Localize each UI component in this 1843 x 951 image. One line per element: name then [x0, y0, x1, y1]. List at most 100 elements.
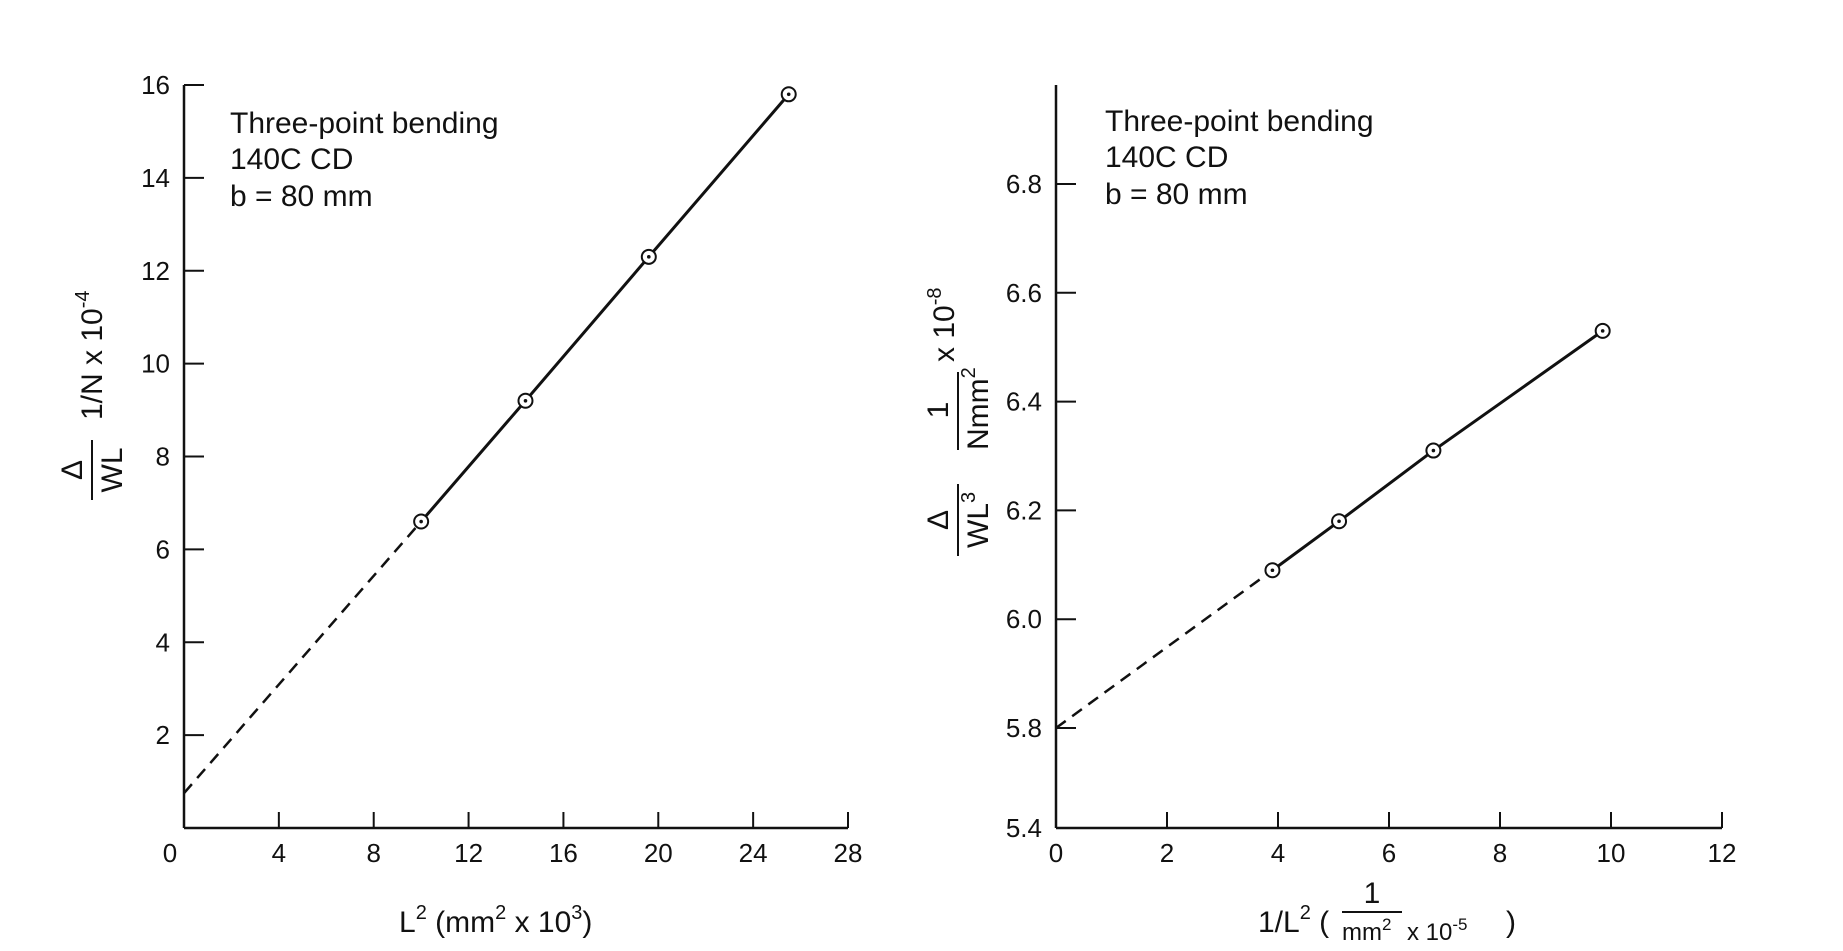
right-x-frac-mult-sup: -5: [1452, 915, 1467, 934]
right-series-lines: [1055, 329, 1604, 730]
left-series-lines: [183, 93, 790, 794]
right-x-tick-label: 6: [1382, 838, 1396, 868]
left-data-points: [413, 86, 797, 530]
right-data-point-dot: [1270, 568, 1275, 573]
right-y-tick-label: 6.2: [1006, 495, 1042, 525]
left-x-title-units-open: (mm: [427, 906, 495, 939]
left-data-point-dot: [647, 255, 651, 259]
left-x-tick-label: 24: [739, 838, 768, 868]
left-y-units: 1/N x 10-4: [72, 290, 109, 420]
right-y-units-mult-sup: -8: [924, 287, 946, 305]
left-annotation: Three-point bending 140C CD b = 80 mm: [230, 107, 507, 213]
left-x-title-base: L: [399, 906, 416, 939]
left-y-units-text: 1/N x 10: [76, 308, 109, 420]
left-y-frac-den: WL: [96, 448, 129, 493]
chart-right: 0 2 4 6 8 10 12 5.45.86.06.26.46.66.8 Three-po…: [922, 85, 1736, 946]
left-x-tick-label: 0: [163, 838, 177, 868]
left-data-point-dot: [786, 92, 791, 97]
right-y-units-den-sup: 2: [958, 367, 980, 378]
left-y-tick-label: 6: [156, 534, 170, 564]
left-x-axis-title: L2 (mm2 x 103): [399, 902, 592, 939]
left-x-title-units-close: ): [582, 906, 592, 939]
left-y-tick-label: 8: [156, 442, 170, 472]
right-extrapolation-line: [1055, 569, 1274, 730]
left-x-tick-label: 20: [644, 838, 673, 868]
right-x-tick-label: 8: [1493, 838, 1507, 868]
right-x-title-text: 1/L: [1258, 906, 1300, 939]
right-x-title-open: (: [1311, 906, 1329, 939]
left-x-tick-label: 12: [454, 838, 483, 868]
right-y-axis-title: Δ WL3 1 Nmm2 x 10-8: [922, 287, 995, 556]
right-x-tick-label: 2: [1160, 838, 1174, 868]
right-data-point-dot: [1600, 329, 1605, 333]
right-y-frac-num: Δ: [922, 510, 955, 530]
right-y-tick-label: 6.4: [1006, 387, 1042, 417]
right-x-ticks: 0 2 4 6 8 10 12: [1049, 812, 1737, 868]
right-data-points: [1264, 322, 1611, 579]
right-y-frac-den-sup: 3: [958, 492, 980, 503]
left-data-point-dot: [419, 519, 423, 524]
left-x-tick-label: 4: [272, 838, 286, 868]
left-y-ticks: 2 4 6 8 10 12 14 16: [141, 70, 204, 750]
left-y-tick-label: 10: [141, 349, 170, 379]
right-y-tick-label: 6.0: [1006, 604, 1042, 634]
left-y-units-sup: -4: [72, 290, 94, 308]
left-x-title-units-sup2: 3: [571, 902, 582, 924]
right-x-frac-den-sup: 2: [1382, 915, 1391, 934]
left-y-axis-title: Δ WL 1/N x 10-4: [56, 290, 129, 500]
right-x-frac-den-text: mm: [1342, 919, 1382, 946]
right-annotation: Three-point bending 140C CD b = 80 mm: [1105, 105, 1382, 211]
right-x-tick-label: 10: [1597, 838, 1626, 868]
left-annotation-line-2: 140C CD: [230, 143, 353, 176]
right-y-tick-label: 6.8: [1006, 169, 1042, 199]
right-x-frac-num: 1: [1364, 877, 1381, 910]
right-y-tick-label: 5.4: [1006, 813, 1042, 843]
right-series-line: [1271, 329, 1604, 572]
right-y-units-mult: x 10-8: [924, 287, 961, 362]
right-y-tick-label: 6.6: [1006, 278, 1042, 308]
right-x-frac-den: mm2: [1342, 915, 1391, 946]
right-y-units-den-text: Nmm: [962, 378, 995, 450]
left-extrapolation-line: [183, 520, 423, 794]
right-y-frac-den: WL3: [958, 492, 995, 548]
right-data-point-dot: [1431, 448, 1436, 453]
left-y-tick-label: 4: [156, 627, 170, 657]
right-y-units-mult-text: x 10: [928, 305, 961, 362]
left-y-tick-label: 14: [141, 163, 170, 193]
left-y-tick-label: 12: [141, 256, 170, 286]
left-data-point-dot: [523, 398, 528, 403]
left-y-tick-label: 16: [141, 70, 170, 100]
left-x-ticks: 0 4 8 12 16 20 24 28: [163, 812, 863, 868]
right-x-frac-mult: x 10-5: [1407, 915, 1468, 946]
left-y-tick-label: 2: [156, 720, 170, 750]
right-x-tick-label: 0: [1049, 838, 1063, 868]
left-x-title-sup: 2: [416, 902, 427, 924]
left-x-title-units-sup: 2: [495, 902, 506, 924]
left-x-tick-label: 16: [549, 838, 578, 868]
right-x-tick-label: 12: [1708, 838, 1737, 868]
right-y-units-den: Nmm2: [958, 367, 995, 450]
right-annotation-line-3: b = 80 mm: [1105, 178, 1248, 211]
right-x-title-sup: 2: [1300, 902, 1311, 924]
right-annotation-line-1: Three-point bending: [1105, 105, 1374, 138]
right-y-frac-den-text: WL: [962, 503, 995, 548]
right-y-ticks: 5.4 5.8 6.0 6.2 6.4 6.6 6.8: [1006, 169, 1076, 843]
left-y-frac-num: Δ: [56, 460, 89, 480]
left-x-tick-label: 28: [834, 838, 863, 868]
right-x-frac-mult-text: x 10: [1407, 919, 1452, 946]
left-series-line: [420, 93, 790, 523]
right-x-tick-label: 4: [1271, 838, 1285, 868]
right-x-axis-title: 1/L2 ( 1 mm2 x 10-5 ): [1258, 877, 1516, 946]
right-y-units-num: 1: [922, 402, 955, 419]
left-annotation-line-1: Three-point bending: [230, 107, 499, 140]
left-x-tick-label: 8: [366, 838, 380, 868]
right-annotation-line-2: 140C CD: [1105, 141, 1228, 174]
right-x-title-main: 1/L2 (: [1258, 902, 1329, 939]
right-y-tick-label: 5.8: [1006, 713, 1042, 743]
right-data-point-dot: [1337, 519, 1341, 524]
right-x-title-close: ): [1506, 906, 1516, 939]
left-x-title-units-mid: x 10: [506, 906, 571, 939]
left-annotation-line-3: b = 80 mm: [230, 180, 373, 213]
